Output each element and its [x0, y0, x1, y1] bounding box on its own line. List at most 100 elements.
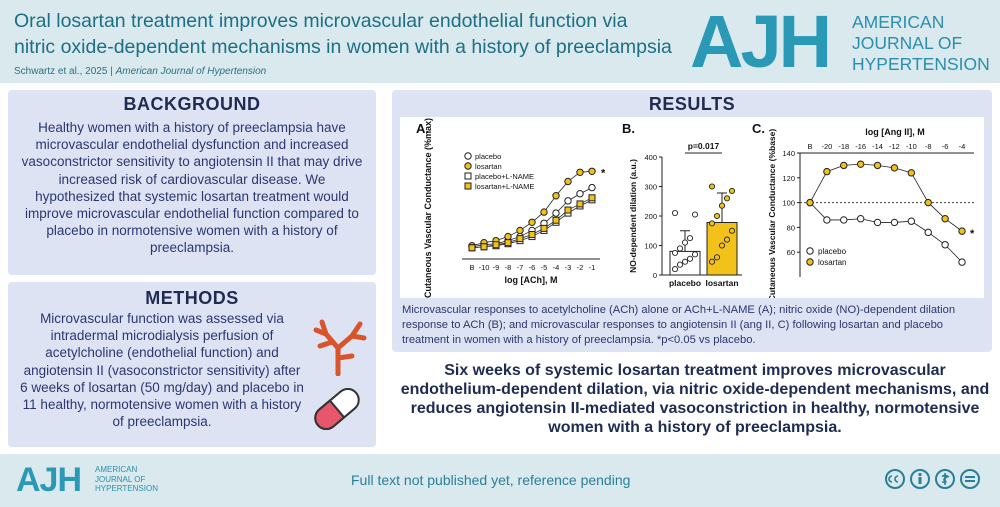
footer-journal-line1: AMERICAN	[95, 465, 138, 474]
conclusion-text: Six weeks of systemic losartan treatment…	[400, 362, 990, 436]
chart-a-point	[528, 231, 536, 239]
chart-c-point	[941, 241, 949, 249]
chart-a-legend-marker	[464, 182, 472, 190]
chart-a-point	[588, 194, 596, 202]
chart-c-point	[924, 228, 932, 237]
chart-a-point	[516, 226, 524, 235]
chart-c-significance: *	[970, 228, 975, 240]
chart-b-point	[713, 254, 721, 261]
chart-c-point	[856, 215, 865, 223]
results-charts: A.Cutaneous Vascular Conductance (%max) B…	[416, 118, 975, 301]
citation: Schwartz et al., 2025 | American Journal…	[14, 66, 266, 77]
chart-c-xtick: -14	[872, 142, 883, 151]
chart-b-point	[686, 235, 694, 242]
chart-a-xtick: -1	[589, 263, 596, 272]
methods-panel: METHODS Microvascular function was asses…	[8, 282, 376, 447]
methods-text: Microvascular function was assessed via …	[20, 311, 304, 430]
chart-c-ytick: 80	[787, 223, 795, 232]
chart-c-point	[890, 164, 899, 172]
chart-b-point	[686, 255, 694, 262]
chart-c-point	[873, 218, 882, 227]
chart-c-point	[823, 167, 831, 176]
footer-ajh-logo: AJH	[16, 461, 82, 499]
results-caption: Microvascular responses to acetylcholine…	[402, 304, 956, 346]
chart-b-point	[691, 211, 699, 218]
chart-a-legend-label: placebo+L-NAME	[475, 172, 534, 181]
background-panel: BACKGROUND Healthy women with a history …	[8, 90, 376, 275]
journal-name: AMERICAN JOURNAL OF HYPERTENSION	[852, 12, 990, 75]
footer-banner: AJH AMERICAN JOURNAL OF HYPERTENSION Ful…	[0, 454, 1000, 507]
header-banner: Oral losartan treatment improves microva…	[0, 0, 1000, 83]
chart-c-series-line	[809, 202, 963, 263]
chart-a-legend-marker	[464, 162, 472, 170]
chart-c-point	[907, 217, 916, 225]
chart-a-xtick: -9	[493, 263, 500, 272]
chart-b-point	[681, 258, 689, 265]
chart-a-xtick: B	[469, 263, 474, 272]
chart-a-point	[564, 206, 572, 214]
results-heading: RESULTS	[648, 94, 736, 114]
chart-c-point	[806, 198, 814, 207]
chart-c-legend-marker	[806, 247, 814, 255]
chart-a-point	[588, 183, 596, 192]
footer-journal-line2: JOURNAL OF	[95, 474, 146, 484]
chart-b-point	[676, 245, 684, 252]
chart-b-point	[681, 239, 689, 246]
noderivs-icon	[960, 469, 980, 489]
methods-heading: METHODS	[145, 288, 239, 308]
chart-a-legend-marker	[464, 152, 472, 160]
chart-a-point	[576, 200, 584, 208]
chart-b-point	[676, 261, 684, 268]
citation-authors: Schwartz et al., 2025	[14, 66, 108, 77]
chart-b-ytick: 100	[644, 242, 657, 251]
pill-capsule-icon	[314, 388, 360, 430]
chart-b-pvalue: p=0.017	[688, 141, 720, 151]
chart-a-legend-label: losartan	[475, 162, 502, 171]
by-attribution-icon	[910, 469, 930, 489]
chart-a-legend-label: losartan+L-NAME	[475, 182, 534, 191]
chart-c-point	[856, 160, 865, 168]
journal-name-line2: JOURNAL OF	[852, 33, 963, 53]
chart-a-xtick: -10	[479, 263, 490, 272]
journal-name-line1: AMERICAN	[852, 12, 945, 32]
chart-a-xlabel: log [ACh], M	[505, 275, 558, 285]
chart-c-point	[823, 216, 831, 224]
chart-a-ylabel: Cutaneous Vascular Conductance (%max)	[423, 118, 433, 298]
chart-b-point	[713, 212, 721, 220]
chart-c-point	[958, 227, 966, 235]
chart-b-category: placebo	[669, 278, 701, 288]
chart-b-point	[728, 187, 736, 194]
chart-c-point	[890, 218, 899, 227]
chart-a-point	[588, 167, 596, 175]
journal-name-line3: HYPERTENSION	[852, 54, 990, 74]
chart-a-xtick: -8	[505, 263, 512, 272]
chart-a-point	[564, 197, 572, 205]
chart-c-xtick: B	[807, 142, 812, 151]
chart-b-point	[708, 258, 716, 265]
chart-a-xtick: -3	[565, 263, 572, 272]
chart-c-ytick: 100	[782, 199, 795, 208]
chart-a-xtick: -5	[541, 263, 548, 272]
chart-b-point	[708, 220, 716, 227]
chart-b-point	[718, 202, 726, 209]
chart-a-point	[492, 241, 500, 249]
chart-b-point	[671, 210, 679, 217]
chart-c-ylabel: Cutaneous Vascular Conductance (%base)	[767, 129, 777, 298]
footer-journal-line3: HYPERTENSION	[95, 484, 158, 493]
chart-a-panel-label: A.	[416, 121, 429, 136]
chart-c-ytick: 140	[782, 149, 795, 158]
chart-a-point	[552, 192, 560, 200]
footer-journal-name: AMERICAN JOURNAL OF HYPERTENSION	[95, 465, 158, 494]
chart-c-legend-label: placebo	[818, 247, 847, 256]
chart-a-point	[528, 218, 536, 226]
chart-c-point	[840, 161, 848, 170]
chart-b-point	[718, 242, 726, 249]
chart-c-point	[941, 215, 949, 223]
chart-b-ytick: 200	[644, 212, 657, 221]
background-heading: BACKGROUND	[123, 94, 261, 114]
chart-b-point	[708, 183, 716, 190]
chart-a-point	[516, 235, 524, 243]
chart-b-point	[671, 249, 679, 256]
creative-commons-icons	[885, 469, 980, 489]
chart-a-point	[540, 208, 548, 216]
